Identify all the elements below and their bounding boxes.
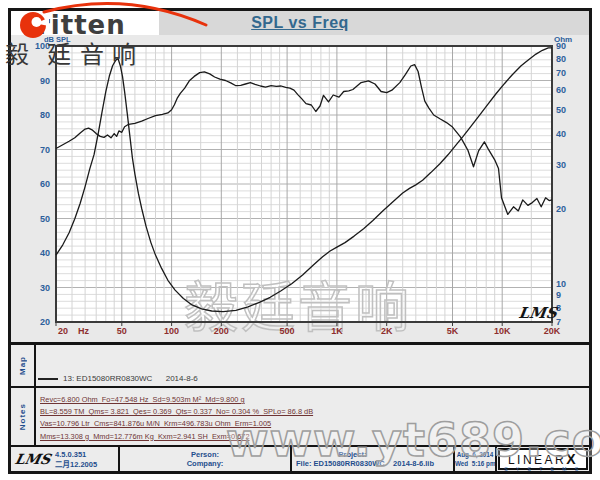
company-label: Company: (120, 459, 290, 469)
lms-version-date: 二月12.2005 (55, 460, 97, 470)
map-legend: 13: ED15080RR0830WC 2014-8-6 (36, 345, 589, 386)
note-line-1: Revc=6.800 Ohm Fo=47.548 Hz Sd=9.503m M²… (40, 394, 589, 406)
brand-logo-text: ritten (37, 10, 126, 40)
notes-row-label: Notes (11, 388, 36, 445)
person-label: Person: (120, 450, 290, 460)
notes-content: Revc=6.800 Ohm Fo=47.548 Hz Sd=9.503m M²… (36, 388, 589, 445)
lms-version: 4.5.0.351 (55, 450, 97, 460)
note-line-2: BL=8.559 TM Qms= 3.821 Qes= 0.369 Qts= 0… (40, 406, 589, 418)
note-line-4: Mms=13.308 g Mmd=12.776m Kg Kxm=2.941 SH… (40, 431, 589, 443)
note-line-3: Vas=10.796 Ltr Cms=841.876u M/N Krm=496.… (40, 418, 589, 430)
footer-person-cell: Person: Company: (118, 447, 290, 471)
file-name: File: ED15080RR0830WC 2014-8-6.lib (292, 459, 453, 469)
page-title: SPL vs Freq (251, 14, 349, 32)
footer-lms-cell: LMS 4.5.0.351 二月12.2005 (11, 447, 118, 471)
footer-date: Aug 6, 2014 (455, 450, 495, 460)
footer-bar: LMS 4.5.0.351 二月12.2005 Person: Company:… (11, 447, 589, 471)
map-row: Map 13: ED15080RR0830WC 2014-8-6 (11, 342, 589, 388)
map-row-label: Map (11, 345, 36, 386)
notes-row: Notes Revc=6.800 Ohm Fo=47.548 Hz Sd=9.5… (11, 388, 589, 447)
footer-time: Wed 5:16 pm (455, 459, 495, 469)
project-label: Project: (292, 450, 453, 460)
linearx-systems-label: S Y S T E M S (500, 467, 586, 472)
legend-line-sample (38, 378, 58, 380)
footer-linearx-cell: LINEARX S Y S T E M S (495, 447, 589, 471)
footer-project-cell: Project: File: ED15080RR0830WC 2014-8-6.… (290, 447, 453, 471)
footer-date-cell: Aug 6, 2014 Wed 5:16 pm (453, 447, 495, 471)
linearx-logo: LINEARX S Y S T E M S (498, 448, 588, 470)
lms-logo: LMS (13, 451, 52, 467)
legend-text: 13: ED15080RR0830WC 2014-8-6 (63, 374, 198, 383)
